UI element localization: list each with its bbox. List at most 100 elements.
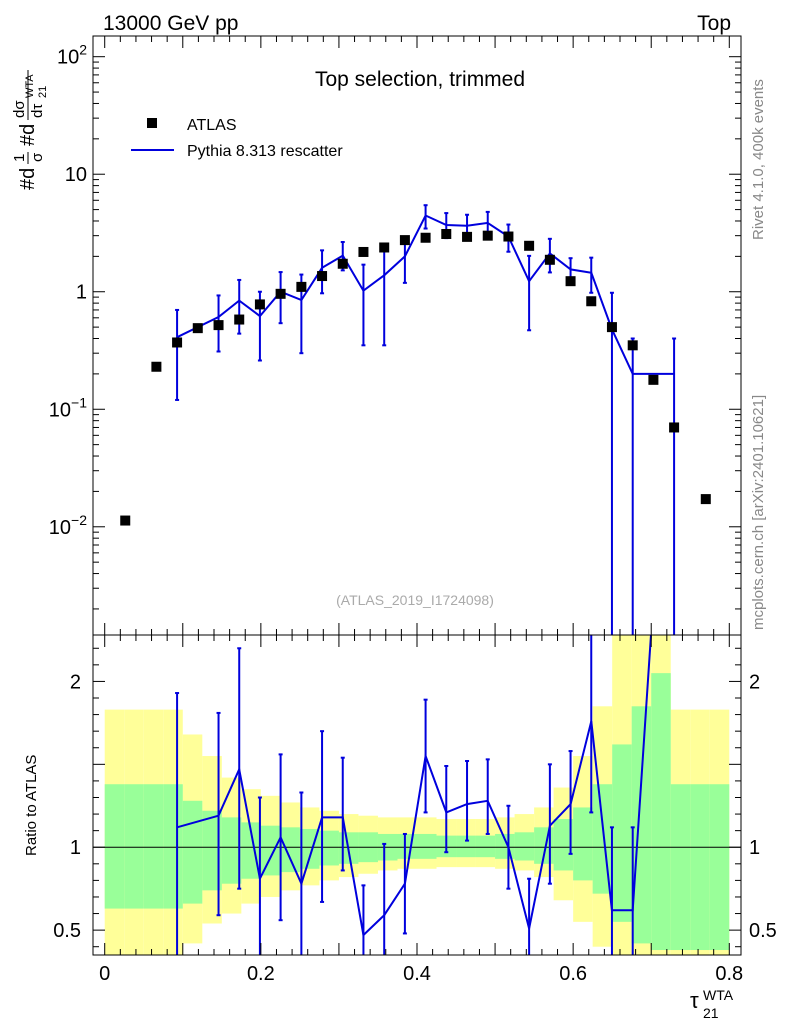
atlas-point [399,235,410,246]
atlas-point [627,340,638,351]
ratio-inner-band-bin [182,800,203,904]
ratio-inner-band-bin [397,833,417,859]
atlas-point [317,271,328,282]
ratio-inner-band-bin [534,827,554,864]
atlas-point [234,314,245,325]
svg-text:#d: #d [17,168,39,190]
x-tick-label: 0.8 [715,963,743,985]
mcplots-label: mcplots.cern.ch [arXiv:2401.10621] [750,395,767,630]
x-axis-label-main: τ [690,988,699,1013]
atlas-point [441,228,452,239]
x-axis-label-sup: WTA [703,987,734,1003]
svg-text:#d: #d [17,124,39,146]
ratio-bands [104,635,730,955]
atlas-point [700,494,711,505]
ratio-inner-band-bin [241,822,261,879]
ratio-inner-band-bin [690,784,710,951]
x-tick-label: 0 [99,963,110,985]
ratio-inner-band-bin [260,825,281,876]
y-tick-label: 10−1 [49,394,87,421]
ratio-frame [92,634,742,956]
atlas-point [213,320,224,331]
x-tick-label: 0.2 [247,963,275,985]
y-axis-label: #d 1 σ #d dσ dτ 21 WTA [11,70,49,190]
x-axis-label-sub: 21 [703,1005,719,1021]
atlas-point [296,281,307,292]
atlas-point [544,254,555,265]
ratio-inner-band-bin [202,810,222,891]
plot-title: Top selection, trimmed [315,68,525,91]
ratio-inner-band-bin [670,784,691,951]
ratio-inner-band-bin [163,784,183,909]
atlas-point [120,515,131,526]
ratio-inner-band-bin [631,706,652,944]
ratio-inner-band-bin [104,784,125,909]
ratio-inner-band-bin [221,817,242,884]
atlas-point [648,374,659,385]
ratio-inner-band-bin [143,784,164,909]
ratio-y-tick-label-left: 0.5 [53,920,81,942]
y-tick-label: 10 [65,164,87,186]
ratio-y-tick-label-right: 2 [749,671,760,693]
ratio-inner-band-bin [514,832,535,861]
atlas-point [275,288,286,299]
svg-text:WTA: WTA [24,74,36,98]
atlas-point [462,231,473,242]
svg-text:dτ: dτ [29,104,46,118]
svg-text:1: 1 [11,154,28,162]
atlas-point [565,276,576,287]
atlas-point [337,258,348,269]
legend-label-atlas: ATLAS [187,117,237,134]
ratio-inner-band-bin [709,784,730,951]
ratio-inner-band-bin [319,830,339,866]
analysis-label: (ATLAS_2019_I1724098) [336,592,494,608]
ratio-y-label: Ratio to ATLAS [23,755,40,856]
legend-label-pythia: Pythia 8.313 rescatter [187,143,343,160]
ratio-inner-band-bin [573,807,593,881]
x-axis-label: τ WTA 21 [690,987,734,1021]
atlas-point [524,240,535,251]
ratio-mc-line [176,635,652,938]
rivet-label: Rivet 4.1.0, 400k events [750,79,767,240]
legend-marker-atlas [147,118,157,128]
header-left: 13000 GeV pp [103,12,238,35]
ratio-y-tick-label-right: 0.5 [749,920,777,942]
atlas-point [379,242,390,253]
axes: 10−2 10−1 1 10 102 0 0.2 0.4 0.6 0.8 0.5 0.5 1 1 2 2 [49,36,777,985]
ratio-y-tick-label-right: 1 [749,837,760,859]
ratio-inner-band-bin [475,835,496,858]
svg-text:σ: σ [29,152,46,162]
ratio-inner-band-bin [280,827,300,873]
atlas-point [503,231,514,242]
ratio-content [93,635,741,955]
legend: ATLAS Pythia 8.313 rescatter [131,117,343,160]
atlas-point [358,246,369,257]
ratio-inner-band-bin [417,833,437,859]
ratio-inner-band-bin [612,744,632,922]
atlas-point [420,232,431,243]
y-tick-label: 1 [76,282,87,304]
svg-text:dσ: dσ [11,100,28,118]
x-tick-label: 0.6 [559,963,587,985]
ratio-y-tick-label-left: 2 [70,671,81,693]
atlas-point [151,361,162,372]
atlas-point [254,299,265,310]
atlas-point [669,422,680,433]
atlas-point [482,230,493,241]
x-tick-label: 0.4 [403,963,431,985]
y-tick-label: 10−2 [49,512,87,539]
svg-text:21: 21 [37,86,49,98]
y-tick-label: 102 [57,42,87,69]
ratio-inner-band-bin [456,835,476,858]
ratio-inner-band-bin [651,673,671,951]
atlas-point [586,296,597,307]
header-right: Top [697,12,731,35]
ratio-inner-band-bin [553,819,574,871]
ratio-y-tick-label-left: 1 [70,837,81,859]
atlas-point [172,337,183,348]
main-content [120,204,711,635]
atlas-point [606,322,617,333]
ratio-inner-band-bin [124,784,144,909]
atlas-point [192,323,203,334]
